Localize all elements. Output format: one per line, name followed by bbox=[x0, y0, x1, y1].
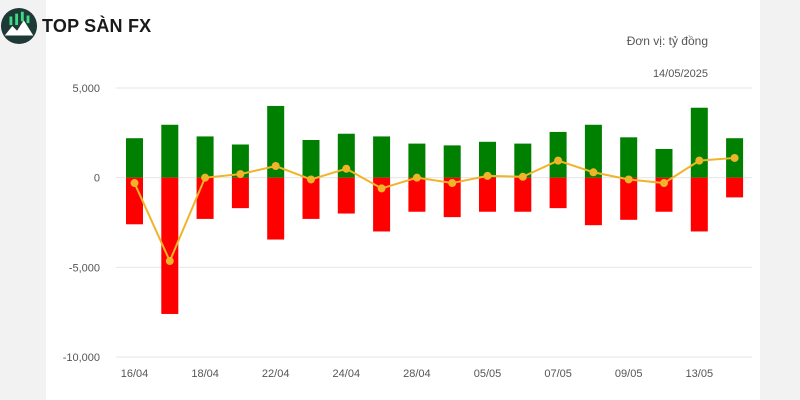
sell-bar bbox=[549, 177, 567, 209]
sell-bar bbox=[302, 177, 320, 219]
sell-bar bbox=[161, 177, 179, 314]
y-tick-label: -10,000 bbox=[63, 352, 100, 364]
net-point bbox=[377, 184, 386, 193]
net-point bbox=[589, 168, 598, 177]
buy-bar bbox=[584, 124, 602, 178]
x-tick-label: 16/04 bbox=[121, 368, 149, 380]
buy-bar bbox=[126, 138, 143, 178]
buy-bar bbox=[161, 124, 179, 178]
buy-bar bbox=[620, 137, 638, 178]
buy-bar bbox=[337, 133, 355, 178]
x-tick-label: 24/04 bbox=[333, 368, 361, 380]
x-tick-label: 28/04 bbox=[403, 368, 431, 380]
brand-name: TOP SÀN FX bbox=[42, 15, 152, 36]
sell-bar bbox=[373, 177, 391, 232]
y-tick-label: -5,000 bbox=[69, 262, 100, 274]
buy-bar bbox=[231, 144, 249, 178]
net-point bbox=[695, 156, 704, 165]
net-point bbox=[130, 179, 139, 188]
buy-bar bbox=[479, 141, 496, 178]
sell-bar bbox=[620, 177, 638, 220]
sell-bar bbox=[126, 177, 143, 225]
net-point bbox=[307, 175, 315, 184]
chart-gridlines bbox=[116, 87, 752, 358]
buy-bar bbox=[267, 105, 285, 178]
net-point bbox=[165, 257, 174, 266]
net-point bbox=[554, 156, 563, 165]
net-point bbox=[201, 173, 210, 182]
buy-bar bbox=[443, 145, 461, 178]
sell-bar bbox=[655, 177, 673, 212]
sell-bar bbox=[479, 177, 496, 212]
x-tick-label: 09/05 bbox=[615, 368, 643, 380]
x-tick-label: 13/05 bbox=[686, 368, 714, 380]
chart-mountain-logo-icon bbox=[0, 7, 38, 45]
net-point bbox=[730, 153, 739, 162]
sell-bar bbox=[443, 177, 461, 218]
net-line-path bbox=[133, 156, 735, 264]
sell-bar bbox=[584, 177, 602, 226]
y-axis-ticks: 5,000 0 -5,000 -10,000 bbox=[63, 83, 100, 364]
net-point bbox=[660, 179, 668, 188]
net-point bbox=[624, 175, 633, 184]
x-tick-label: 22/04 bbox=[262, 368, 290, 380]
sell-bars bbox=[126, 177, 744, 314]
x-axis-ticks: 16/04 18/04 22/04 24/04 28/04 05/05 07/05 09/05… bbox=[121, 368, 713, 380]
buy-bar bbox=[514, 143, 532, 178]
buy-bar bbox=[302, 140, 320, 178]
brand-logo: TOP SÀN FX bbox=[0, 6, 151, 46]
x-tick-label: 07/05 bbox=[544, 368, 572, 380]
buy-bars bbox=[126, 105, 744, 178]
sell-bar bbox=[690, 177, 708, 232]
unit-label: Đơn vị: tỷ đồng bbox=[626, 34, 708, 48]
buy-bar bbox=[373, 136, 391, 178]
net-point bbox=[518, 172, 527, 181]
y-tick-label: 5,000 bbox=[72, 83, 100, 95]
sell-bar bbox=[231, 177, 249, 209]
net-point bbox=[448, 179, 457, 188]
net-line bbox=[130, 153, 739, 266]
sell-bar bbox=[267, 177, 285, 240]
sell-bar bbox=[337, 177, 355, 214]
net-point bbox=[236, 170, 245, 179]
x-tick-label: 05/05 bbox=[474, 368, 502, 380]
buy-bar bbox=[196, 136, 214, 178]
buy-bar bbox=[690, 107, 708, 178]
buy-bar bbox=[408, 143, 426, 178]
net-point bbox=[271, 162, 280, 171]
sell-bar bbox=[196, 177, 214, 219]
buy-bar bbox=[549, 131, 567, 178]
date-label: 14/05/2025 bbox=[652, 68, 708, 80]
x-tick-label: 18/04 bbox=[191, 368, 219, 380]
sell-bar bbox=[408, 177, 426, 212]
y-tick-label: 0 bbox=[94, 173, 100, 185]
net-point bbox=[483, 171, 492, 180]
net-point bbox=[342, 164, 351, 173]
buy-bar bbox=[655, 148, 673, 178]
net-point bbox=[412, 173, 421, 182]
sell-bar bbox=[514, 177, 532, 212]
sell-bar bbox=[726, 177, 744, 198]
